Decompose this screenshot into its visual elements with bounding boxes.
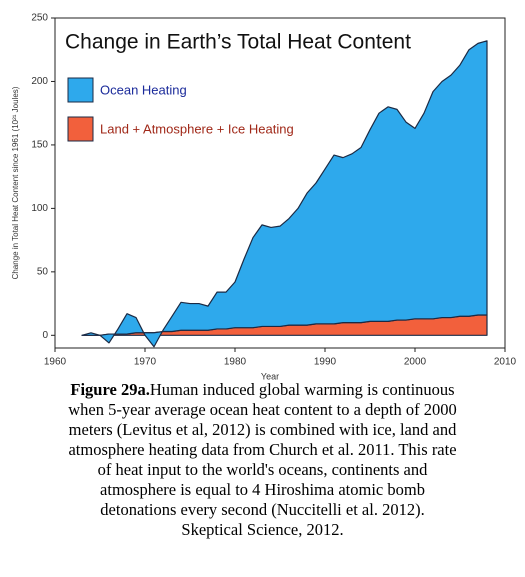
caption-line: atmosphere heating data from Church et a… xyxy=(0,440,525,460)
caption-line: detonations every second (Nuccitelli et … xyxy=(0,500,525,520)
y-tick-label: 100 xyxy=(31,203,48,214)
caption-text: detonations every second (Nuccitelli et … xyxy=(100,500,425,519)
x-tick-label: 2010 xyxy=(494,357,517,368)
caption-line: of heat input to the world's oceans, con… xyxy=(0,460,525,480)
caption-line: atmosphere is equal to 4 Hiroshima atomi… xyxy=(0,480,525,500)
y-tick-label: 250 xyxy=(31,13,48,24)
y-tick-label: 200 xyxy=(31,76,48,87)
x-tick-label: 2000 xyxy=(404,357,427,368)
x-tick-label: 1980 xyxy=(224,357,247,368)
caption: Figure 29a.Human induced global warming … xyxy=(0,380,525,540)
caption-text: when 5-year average ocean heat content t… xyxy=(68,400,457,419)
caption-text: atmosphere is equal to 4 Hiroshima atomi… xyxy=(100,480,425,499)
caption-text: Skeptical Science, 2012. xyxy=(181,520,344,539)
legend-label: Ocean Heating xyxy=(100,82,187,97)
legend-swatch xyxy=(67,116,94,142)
caption-text: atmosphere heating data from Church et a… xyxy=(68,440,457,459)
legend-swatch xyxy=(67,77,94,103)
caption-text: meters (Levitus et al, 2012) is combined… xyxy=(68,420,457,439)
caption-line: Skeptical Science, 2012. xyxy=(0,520,525,540)
caption-line: Figure 29a.Human induced global warming … xyxy=(0,380,525,400)
y-axis-label: Change in Total Heat Content since 1961 … xyxy=(11,86,20,279)
x-tick-label: 1970 xyxy=(134,357,157,368)
caption-text: of heat input to the world's oceans, con… xyxy=(97,460,428,479)
plot-frame xyxy=(54,17,506,349)
legend-label: Land + Atmosphere + Ice Heating xyxy=(100,121,294,136)
caption-line: meters (Levitus et al, 2012) is combined… xyxy=(0,420,525,440)
y-tick-label: 150 xyxy=(31,140,48,151)
y-tick-label: 0 xyxy=(42,330,48,341)
x-axis-label: Year xyxy=(261,371,279,380)
y-tick-label: 50 xyxy=(37,266,49,277)
area xyxy=(81,40,488,348)
caption-text: Human induced global warming is continuo… xyxy=(149,380,455,399)
chart: Change in Earth’s Total Heat Content Yea… xyxy=(11,13,517,380)
x-tick-label: 1960 xyxy=(44,357,67,368)
caption-label: Figure 29a. xyxy=(70,380,150,399)
x-tick-label: 1990 xyxy=(314,357,337,368)
chart-title: Change in Earth’s Total Heat Content xyxy=(65,31,411,54)
caption-line: when 5-year average ocean heat content t… xyxy=(0,400,525,420)
